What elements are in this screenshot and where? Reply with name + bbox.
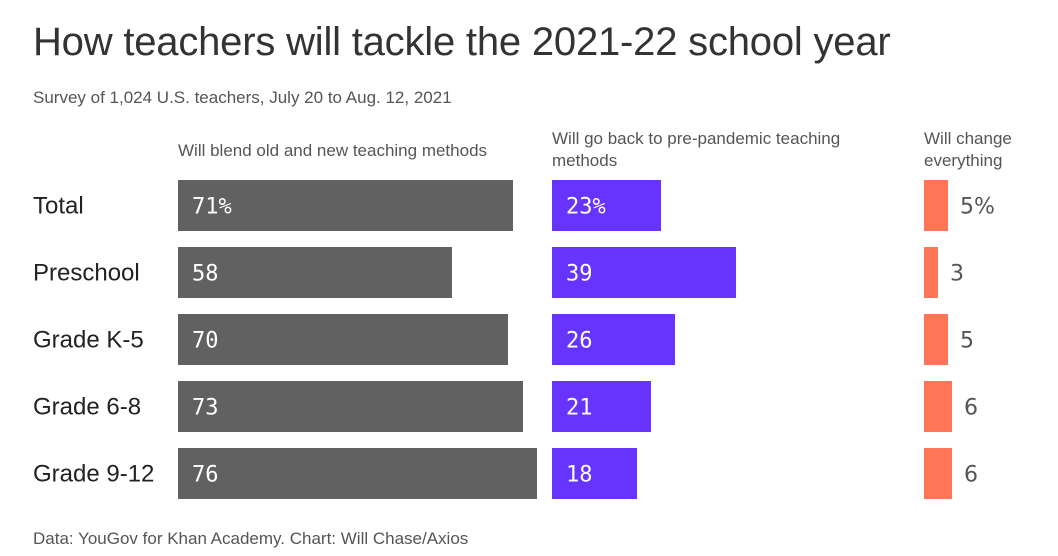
data-label-s1-2: 58 (192, 262, 219, 287)
chart-subtitle: Survey of 1,024 U.S. teachers, July 20 t… (33, 88, 452, 107)
bar-s3-4 (924, 381, 952, 432)
bar-s3-1 (924, 180, 948, 231)
data-label-s1-4: 73 (192, 396, 219, 421)
bar-s2-3 (552, 314, 675, 365)
data-label-s3-4: 6 (964, 396, 978, 421)
data-label-s3-5: 6 (964, 463, 978, 488)
data-label-s1-1: 71% (192, 195, 232, 220)
data-label-s1-5: 76 (192, 463, 219, 488)
column-header-3: Will change everything (924, 129, 1012, 170)
data-label-s2-1: 23% (566, 195, 606, 220)
row-label-grade-9-12: Grade 9-12 (33, 461, 154, 488)
data-label-s3-2: 3 (950, 262, 964, 287)
bar-s3-2 (924, 247, 938, 298)
bar-s2-2 (552, 247, 736, 298)
chart-title: How teachers will tackle the 2021-22 sch… (33, 20, 891, 64)
data-label-s2-2: 39 (566, 262, 593, 287)
row-label-grade-6-8: Grade 6-8 (33, 394, 141, 421)
data-label-s2-3: 26 (566, 329, 593, 354)
data-label-s2-4: 21 (566, 396, 593, 421)
data-label-s1-3: 70 (192, 329, 219, 354)
bar-s2-1 (552, 180, 661, 231)
bar-s1-2 (178, 247, 452, 298)
bar-s1-4 (178, 381, 523, 432)
bar-s2-5 (552, 448, 637, 499)
row-label-grade-k-5: Grade K-5 (33, 327, 144, 354)
column-header-2: Will go back to pre-pandemic teaching met… (552, 129, 840, 170)
bar-s3-5 (924, 448, 952, 499)
chart-source-note: Data: YouGov for Khan Academy. Chart: Wi… (33, 529, 469, 548)
data-label-s2-5: 18 (566, 463, 593, 488)
bar-s1-1 (178, 180, 513, 231)
column-header-1: Will blend old and new teaching methods (178, 141, 487, 160)
bar-s3-3 (924, 314, 948, 365)
bar-s1-3 (178, 314, 508, 365)
row-label-total: Total (33, 193, 84, 220)
bar-s2-4 (552, 381, 651, 432)
row-label-preschool: Preschool (33, 260, 140, 287)
data-label-s3-1: 5% (960, 195, 995, 220)
bar-s1-5 (178, 448, 537, 499)
data-label-s3-3: 5 (960, 329, 974, 354)
